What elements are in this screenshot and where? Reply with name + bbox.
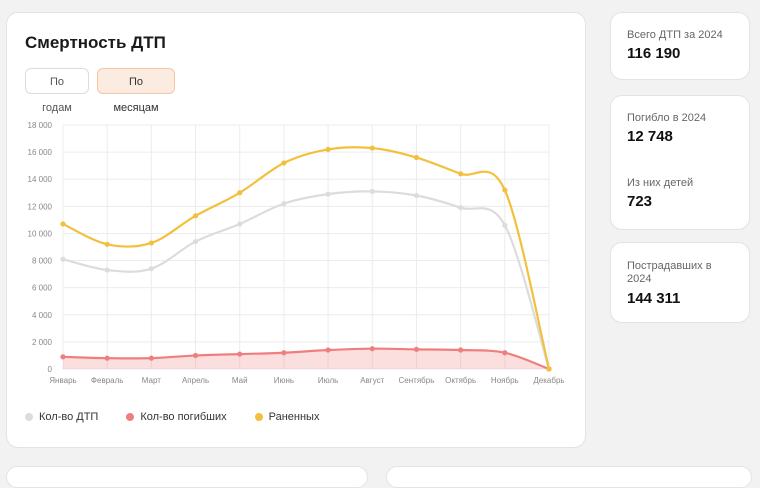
injured-card: Пострадавших в 2024 144 311 <box>610 242 750 323</box>
point-deaths <box>502 350 508 356</box>
point-deaths <box>104 355 110 361</box>
point-accidents <box>502 222 508 228</box>
point-accidents <box>104 267 110 273</box>
x-tick-label: Ноябрь <box>491 376 519 385</box>
point-deaths <box>148 355 154 361</box>
x-tick-label: Март <box>142 376 161 385</box>
x-tick-label: Февраль <box>91 376 124 385</box>
y-tick-label: 2 000 <box>32 338 53 347</box>
y-tick-label: 8 000 <box>32 257 53 266</box>
point-injured <box>502 187 508 193</box>
legend-item-deaths[interactable]: Кол-во погибших <box>126 411 227 423</box>
point-accidents <box>369 188 375 195</box>
legend-item-injured[interactable]: Раненных <box>254 411 320 423</box>
x-tick-label: Июль <box>318 376 338 385</box>
chart-legend: Кол-во ДТП Кол-во погибших Раненных <box>25 411 319 423</box>
point-injured <box>369 145 375 151</box>
point-injured <box>60 221 66 227</box>
legend-label-injured: Раненных <box>268 411 320 423</box>
x-tick-label: Июнь <box>274 376 294 385</box>
point-accidents <box>148 266 154 272</box>
line-chart: 0 2 000 4 000 6 000 8 000 10 000 12 000 14 000 1… <box>28 121 565 385</box>
point-accidents <box>281 201 287 207</box>
point-injured <box>237 190 243 196</box>
legend-label-deaths: Кол-во погибших <box>140 411 227 423</box>
point-injured <box>325 146 331 152</box>
children-value: 723 <box>627 193 653 210</box>
point-injured <box>458 171 464 177</box>
point-deaths <box>60 354 66 360</box>
point-deaths <box>325 347 331 353</box>
y-tick-label: 16 000 <box>28 148 53 157</box>
legend-dot-accidents <box>25 413 33 421</box>
point-injured <box>413 154 420 161</box>
area-deaths <box>63 348 549 369</box>
point-injured <box>546 366 552 372</box>
point-injured <box>192 213 199 219</box>
point-deaths <box>413 346 420 352</box>
total-accidents-label: Всего ДТП за 2024 <box>627 29 723 41</box>
killed-value: 12 748 <box>627 128 673 145</box>
x-tick-label: Январь <box>49 376 76 385</box>
point-injured <box>148 240 154 246</box>
x-tick-label: Август <box>360 376 384 385</box>
point-accidents <box>192 238 199 245</box>
point-deaths <box>281 350 287 356</box>
killed-label: Погибло в 2024 <box>627 112 707 124</box>
y-tick-label: 18 000 <box>28 121 53 130</box>
x-tick-label: Декабрь <box>533 376 564 385</box>
injured-label: Пострадавших в 2024 <box>627 260 712 285</box>
series-line-injured <box>62 146 551 370</box>
total-accidents-value: 116 190 <box>627 45 681 62</box>
y-tick-label: 4 000 <box>32 311 53 320</box>
chart-title: Смертность ДТП <box>25 33 166 52</box>
legend-dot-injured <box>254 413 263 421</box>
point-accidents <box>325 191 331 197</box>
point-deaths <box>237 351 243 357</box>
y-tick-label: 12 000 <box>28 202 53 211</box>
killed-card: Погибло в 2024 12 748 Из них детей 723 <box>610 95 750 230</box>
total-accidents-card: Всего ДТП за 2024 116 190 <box>610 12 750 80</box>
y-tick-label: 6 000 <box>32 284 53 293</box>
y-tick-label: 10 000 <box>28 229 53 238</box>
children-label: Из них детей <box>627 177 694 189</box>
point-injured <box>104 241 110 247</box>
point-accidents <box>458 205 464 211</box>
x-tick-label: Сентябрь <box>399 376 435 385</box>
x-tick-label: Апрель <box>182 376 209 385</box>
toggle-by-years-button[interactable]: По годам <box>25 68 89 114</box>
point-deaths <box>192 352 199 359</box>
point-accidents <box>237 221 243 227</box>
toggle-by-months-button[interactable]: По месяцам <box>97 68 175 114</box>
legend-item-accidents[interactable]: Кол-во ДТП <box>25 411 98 423</box>
point-deaths <box>369 346 375 352</box>
injured-value: 144 311 <box>627 290 681 307</box>
y-tick-label: 14 000 <box>28 175 53 184</box>
point-deaths <box>458 347 464 353</box>
bottom-card-left <box>6 466 368 488</box>
bottom-card-right <box>386 466 752 488</box>
series-line-deaths <box>62 347 550 371</box>
mortality-chart-card: Смертность ДТП По годам По месяцам 0 2 00… <box>6 12 586 448</box>
legend-dot-deaths <box>126 413 135 421</box>
y-tick-label: 0 <box>48 365 53 374</box>
point-accidents <box>413 192 420 199</box>
point-injured <box>281 160 287 166</box>
x-tick-label: Октябрь <box>445 376 476 385</box>
legend-label-accidents: Кол-во ДТП <box>39 411 99 423</box>
x-tick-label: Май <box>232 376 248 385</box>
point-accidents <box>60 256 66 262</box>
